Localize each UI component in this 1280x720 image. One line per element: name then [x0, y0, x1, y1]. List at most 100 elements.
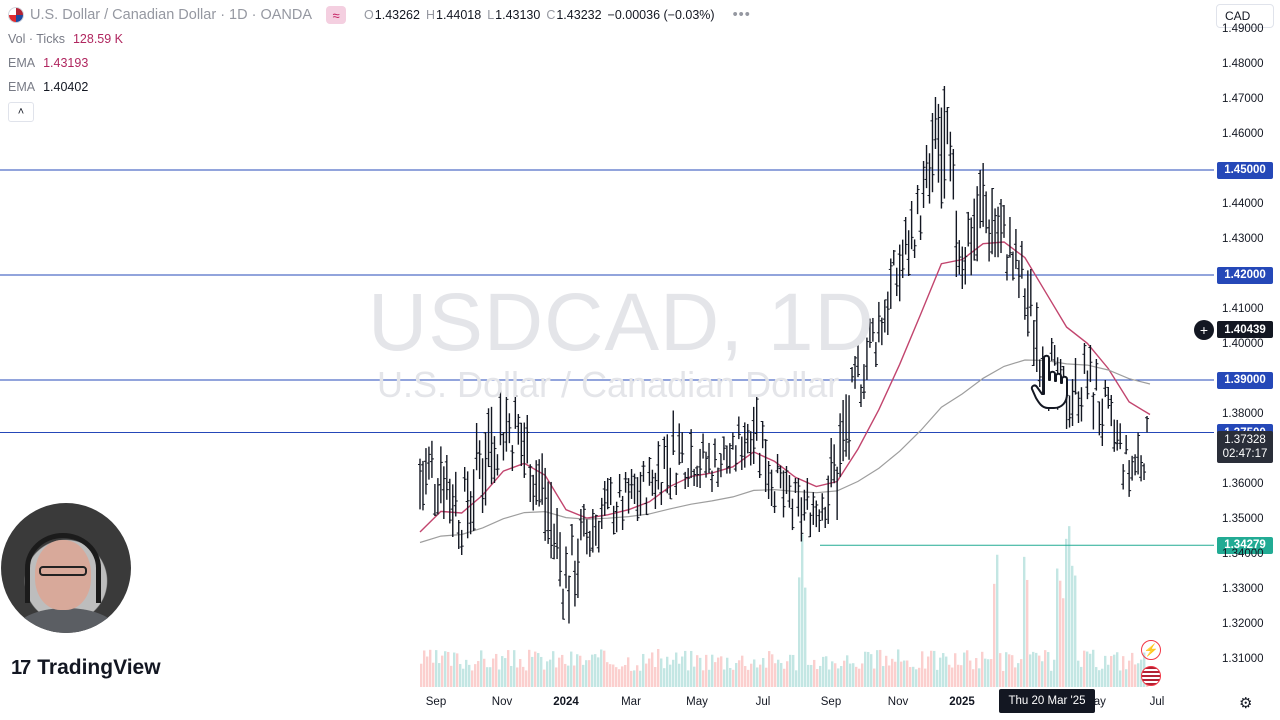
volume-bar — [654, 667, 657, 687]
ema-slow-line — [419, 359, 1151, 544]
close-label: C — [546, 8, 556, 22]
volume-bar — [1068, 526, 1071, 687]
time-tick-label: Mar — [621, 696, 641, 708]
volume-bar — [939, 657, 942, 687]
volume-bar — [453, 652, 456, 687]
symbol-legend[interactable]: U.S. Dollar / Canadian Dollar · 1D · OAN… — [8, 5, 751, 25]
volume-bar — [789, 654, 792, 687]
price-tick-label: 1.44000 — [1222, 198, 1264, 210]
volume-bar — [684, 650, 687, 687]
volume-bar — [582, 664, 585, 687]
volume-bar — [1062, 598, 1065, 687]
volume-bar — [1119, 670, 1122, 687]
time-tick-label: Nov — [491, 696, 513, 708]
volume-bar — [591, 654, 594, 687]
ema-slow-legend[interactable]: EMA 1.40402 — [8, 77, 88, 97]
volume-bar — [621, 666, 624, 687]
volume-bar — [870, 654, 873, 687]
volume-bar — [663, 668, 666, 687]
volume-bar — [495, 653, 498, 687]
volume-bar — [975, 658, 978, 687]
volume-bar — [990, 659, 993, 687]
volume-bar — [450, 665, 453, 687]
volume-bar — [543, 669, 546, 687]
headset-icon — [25, 533, 101, 603]
volume-bar — [486, 667, 489, 687]
wave-icon[interactable]: ≈ — [326, 6, 347, 24]
volume-bar — [546, 661, 549, 687]
symbol-title[interactable]: U.S. Dollar / Canadian Dollar · 1D · OAN… — [30, 7, 313, 23]
volume-bar — [918, 667, 921, 687]
volume-bar — [951, 667, 954, 687]
level-price-label: 1.45000 — [1217, 161, 1273, 179]
volume-bar — [1008, 654, 1011, 687]
volume-bar — [831, 661, 834, 687]
volume-bar — [780, 663, 783, 687]
volume-bar — [552, 651, 555, 687]
volume-bar — [1137, 663, 1140, 687]
volume-bar — [1110, 656, 1113, 687]
volume-bar — [1059, 580, 1062, 687]
volume-bar — [864, 651, 867, 687]
tradingview-logo[interactable]: 17 TradingView — [11, 656, 161, 680]
volume-bar — [501, 656, 504, 687]
plus-circle-icon[interactable]: + — [1194, 320, 1214, 340]
price-tick-label: 1.38000 — [1222, 408, 1264, 420]
volume-bar — [849, 663, 852, 687]
volume-bar — [1050, 670, 1053, 687]
ema-fast-legend[interactable]: EMA 1.43193 — [8, 53, 88, 73]
presenter-shoulders — [13, 608, 119, 633]
change-value: −0.00036 (−0.03%) — [607, 8, 715, 22]
volume-bar — [741, 655, 744, 687]
volume-bar — [759, 664, 762, 687]
volume-bar — [564, 663, 567, 687]
last-price-value: 1.37328 — [1224, 434, 1266, 446]
volume-bar — [459, 664, 462, 687]
volume-bar — [1101, 668, 1104, 687]
collapse-legend-button[interactable]: ˄ — [8, 102, 34, 122]
volume-bar — [678, 663, 681, 687]
volume-value: 128.59 K — [72, 32, 124, 46]
low-label: L — [487, 8, 495, 22]
gear-icon[interactable]: ⚙ — [1239, 695, 1253, 712]
volume-bar — [1074, 575, 1077, 687]
volume-bar — [795, 670, 798, 687]
bar-countdown: 02:47:17 — [1222, 448, 1268, 460]
price-tick-label: 1.32000 — [1222, 618, 1264, 630]
more-options-icon[interactable]: ••• — [732, 7, 751, 23]
volume-bar — [648, 658, 651, 687]
volume-bar — [462, 668, 465, 687]
volume-bar — [897, 649, 900, 687]
volume-bar — [474, 664, 477, 687]
volume-bar — [885, 655, 888, 687]
price-tick-label: 1.43000 — [1222, 233, 1264, 245]
volume-bar — [645, 663, 648, 687]
time-tick-label: 2024 — [553, 696, 579, 708]
volume-bar — [531, 656, 534, 687]
volume-bar — [810, 664, 813, 687]
volume-bar — [570, 651, 573, 687]
economic-events-bolt-icon[interactable]: ⚡ — [1141, 640, 1161, 660]
volume-bar — [513, 650, 516, 687]
us-event-flag-icon[interactable] — [1141, 666, 1161, 686]
volume-bar — [618, 669, 621, 687]
ema-fast-label: EMA — [8, 56, 36, 70]
level-price-label: 1.34279 — [1217, 536, 1273, 554]
volume-bar — [657, 649, 660, 687]
price-tick-label: 1.40000 — [1222, 338, 1264, 350]
currency-button[interactable]: CAD — [1216, 4, 1274, 28]
volume-bar — [948, 664, 951, 687]
open-label: O — [364, 8, 374, 22]
volume-legend[interactable]: Vol · Ticks 128.59 K — [8, 29, 123, 49]
volume-bar — [639, 670, 642, 687]
volume-bar — [573, 665, 576, 687]
volume-bar — [966, 650, 969, 687]
volume-bar — [933, 650, 936, 687]
volume-bar — [744, 666, 747, 687]
volume-bar — [720, 656, 723, 687]
price-tick-label: 1.33000 — [1222, 583, 1264, 595]
volume-bar — [846, 655, 849, 687]
volume-bar — [660, 658, 663, 687]
volume-bar — [738, 660, 741, 687]
